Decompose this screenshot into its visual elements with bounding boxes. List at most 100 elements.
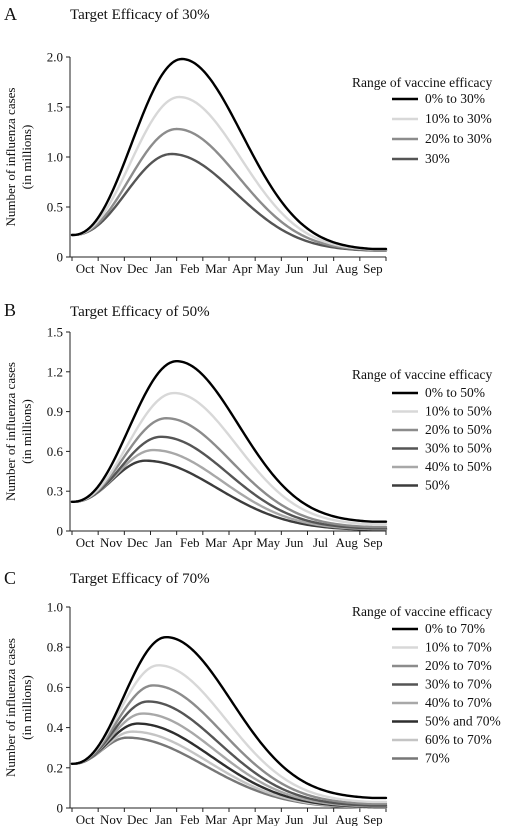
legend-entry: 70% bbox=[425, 751, 450, 766]
legend-entry: 30% to 70% bbox=[425, 677, 492, 692]
y-axis-label: Number of influenza cases bbox=[3, 638, 18, 777]
panel-letter: C bbox=[4, 568, 16, 588]
legend-entry: 20% to 70% bbox=[425, 658, 492, 673]
x-tick-label: Mar bbox=[205, 261, 227, 276]
x-tick-label: Jan bbox=[155, 261, 173, 276]
x-tick-label: Nov bbox=[100, 261, 123, 276]
x-tick-label: Apr bbox=[232, 261, 253, 276]
y-tick-label: 0 bbox=[57, 250, 64, 265]
legend-entry: 40% to 70% bbox=[425, 695, 492, 710]
legend-entry: 30% to 50% bbox=[425, 441, 492, 456]
panel-a: A Target Efficacy of 30% 0 0.5 1.0 1.5 2.0 Numb… bbox=[3, 4, 493, 276]
x-tick-label: May bbox=[256, 261, 280, 276]
x-tick-label: Dec bbox=[127, 261, 148, 276]
x-tick-label: May bbox=[256, 812, 280, 826]
y-axis-label: (in millions) bbox=[19, 675, 34, 740]
y-axis-label: (in millions) bbox=[19, 399, 34, 464]
legend-entry: 10% to 30% bbox=[425, 111, 492, 126]
x-tick-label: Nov bbox=[100, 535, 123, 550]
y-tick-label: 0.6 bbox=[47, 444, 64, 459]
x-tick-label: May bbox=[256, 535, 280, 550]
legend-entry: 10% to 50% bbox=[425, 404, 492, 419]
y-tick-label: 2.0 bbox=[47, 50, 63, 65]
series-line bbox=[70, 700, 388, 807]
x-tick-label: Jun bbox=[285, 812, 304, 826]
panel-title: Target Efficacy of 30% bbox=[70, 7, 210, 23]
panel-letter: A bbox=[4, 4, 17, 24]
y-tick-label: 0 bbox=[57, 524, 64, 539]
y-tick-label: 0.3 bbox=[47, 484, 63, 499]
legend: Range of vaccine efficacy 0% to 70% 10% to… bbox=[352, 604, 501, 766]
x-tick-label: Jun bbox=[285, 261, 304, 276]
legend-entry: 0% to 30% bbox=[425, 91, 485, 106]
x-tick-label: Sep bbox=[363, 261, 383, 276]
legend-entry: 0% to 50% bbox=[425, 385, 485, 400]
series-line bbox=[70, 635, 388, 800]
x-tick-label: Jan bbox=[155, 535, 173, 550]
series-line bbox=[70, 95, 388, 251]
x-tick-label: Mar bbox=[205, 535, 227, 550]
series-line bbox=[70, 664, 388, 804]
x-tick-label: Dec bbox=[127, 535, 148, 550]
y-tick-label: 0.8 bbox=[47, 640, 63, 655]
panel-b: B Target Efficacy of 50% 0 0.3 0.6 0.9 1.2 1.5 N… bbox=[3, 300, 493, 550]
series-line bbox=[70, 417, 388, 529]
y-tick-label: 0.2 bbox=[47, 760, 63, 775]
x-tick-label: Aug bbox=[336, 535, 359, 550]
y-tick-label: 1.2 bbox=[47, 364, 63, 379]
y-tick-label: 1.0 bbox=[47, 600, 63, 615]
x-tick-label: Oct bbox=[76, 261, 95, 276]
x-tick-label: Dec bbox=[127, 812, 148, 826]
panel-title: Target Efficacy of 70% bbox=[70, 571, 210, 587]
x-tick-label: Jul bbox=[313, 812, 329, 826]
legend-title: Range of vaccine efficacy bbox=[352, 604, 493, 619]
x-tick-label: Feb bbox=[180, 812, 200, 826]
series-line bbox=[70, 712, 388, 808]
legend-entry: 10% to 70% bbox=[425, 640, 492, 655]
x-tick-label: Oct bbox=[76, 812, 95, 826]
x-tick-label: Feb bbox=[180, 261, 200, 276]
y-axis-label: Number of influenza cases bbox=[3, 362, 18, 501]
series-line bbox=[70, 57, 388, 251]
x-tick-label: Jun bbox=[285, 535, 304, 550]
x-tick-label: Jul bbox=[313, 535, 329, 550]
series-line bbox=[70, 152, 388, 252]
series-line bbox=[70, 736, 388, 809]
legend-entry: 20% to 30% bbox=[425, 131, 492, 146]
series-line bbox=[70, 435, 388, 530]
y-axis-label: Number of influenza cases bbox=[3, 88, 18, 227]
series-line bbox=[70, 391, 388, 526]
x-tick-label: Apr bbox=[232, 535, 253, 550]
legend-entry: 40% to 50% bbox=[425, 459, 492, 474]
x-tick-label: Oct bbox=[76, 535, 95, 550]
series-line bbox=[70, 360, 388, 523]
y-tick-label: 0 bbox=[57, 801, 64, 816]
series-line bbox=[70, 127, 388, 252]
y-tick-label: 1.5 bbox=[47, 100, 63, 115]
x-tick-label: Jul bbox=[313, 261, 329, 276]
x-tick-label: Mar bbox=[205, 812, 227, 826]
y-tick-label: 1.5 bbox=[47, 325, 63, 340]
y-tick-label: 0.4 bbox=[47, 720, 64, 735]
legend-entry: 50% and 70% bbox=[425, 714, 501, 729]
legend-entry: 60% to 70% bbox=[425, 732, 492, 747]
panel-c: C Target Efficacy of 70% 0 0.2 0.4 0.6 0.8 1.0 N… bbox=[3, 568, 501, 826]
legend-entry: 50% bbox=[425, 478, 450, 493]
x-tick-label: Aug bbox=[336, 812, 359, 826]
legend-title: Range of vaccine efficacy bbox=[352, 75, 493, 90]
y-axis-label: (in millions) bbox=[19, 125, 34, 190]
y-tick-label: 0.5 bbox=[47, 200, 63, 215]
x-tick-label: Jan bbox=[155, 812, 173, 826]
y-tick-label: 0.6 bbox=[47, 680, 64, 695]
panel-letter: B bbox=[4, 300, 16, 320]
legend-entry: 0% to 70% bbox=[425, 621, 485, 636]
x-tick-label: Sep bbox=[363, 535, 383, 550]
x-tick-label: Apr bbox=[232, 812, 253, 826]
legend-entry: 30% bbox=[425, 151, 450, 166]
series-line bbox=[70, 684, 388, 806]
y-tick-label: 0.9 bbox=[47, 404, 63, 419]
x-tick-label: Nov bbox=[100, 812, 123, 826]
x-tick-label: Feb bbox=[180, 535, 200, 550]
